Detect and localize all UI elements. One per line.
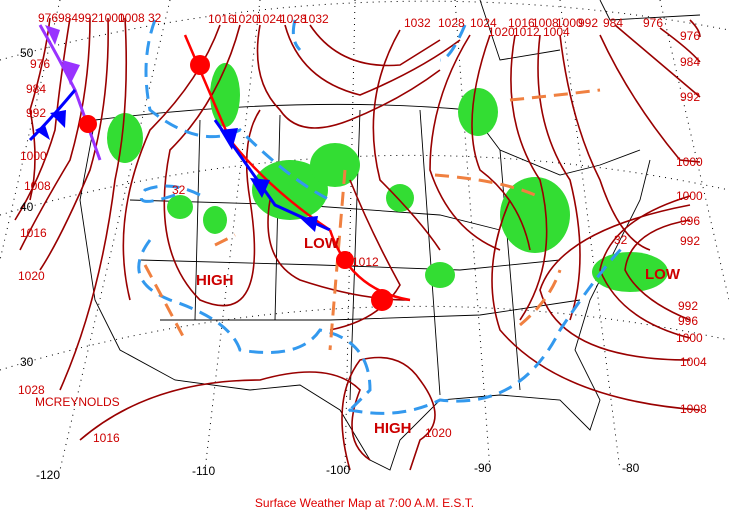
isobar-label: 984 [603,16,623,30]
latitude-label: 30 [20,355,34,369]
occluded-front [38,24,102,161]
high-pressure-label: HIGH [196,272,234,289]
isobar-label: 984 [58,11,78,25]
isobar-label: 1000 [98,11,125,25]
isobar-label: 1024 [470,16,497,30]
longitude-label: -80 [622,461,640,475]
isobar-label: 984 [680,55,700,69]
isobar-label: 1008 [680,402,707,416]
isobar-label: 1032 [404,16,431,30]
map-title: Surface Weather Map at 7:00 A.M. E.S.T. [254,496,475,510]
isobar-label: 1032 [302,12,329,26]
coordinate-labels: 50 40 30 -120 -110 -100 -90 -80 MCREYNOL… [20,46,640,482]
isobar-label: 1020 [232,12,259,26]
isobar-label: 1028 [18,383,45,397]
isobar-label: 1020 [18,269,45,283]
isobar-label: 992 [578,16,598,30]
isobar-label: 1012 [513,25,540,39]
isobar-label: 1000 [556,16,583,30]
longitude-label: -90 [474,461,492,475]
fronts [28,24,411,311]
isobar-label: 1008 [24,179,51,193]
station-label: MCREYNOLDS [35,395,120,409]
longitude-label: -120 [36,468,60,482]
pressure-centers: LOW HIGH HIGH LOW [196,235,681,437]
isobar-label: 976 [30,57,50,71]
longitude-label: -110 [192,464,215,478]
isobar-label: 1000 [20,149,47,163]
isobar-label: 992 [78,11,98,25]
cold-front-west [28,89,77,142]
low-pressure-label: LOW [645,266,681,283]
freezing-label: 32 [614,233,628,247]
precipitation-areas [107,63,668,292]
isobar-label: 984 [26,82,46,96]
isobar-label: 1000 [676,155,703,169]
isobar-label: 976 [643,16,663,30]
isobar-label: 1016 [208,12,235,26]
latitude-label: 40 [20,200,34,214]
isobar-label: 1008 [532,16,559,30]
occluded-front-symbol [45,25,80,85]
isobar-label: 996 [680,214,700,228]
high-pressure-label: HIGH [374,420,412,437]
isobar-label: 976 [680,29,700,43]
freezing-label: 32 [172,183,186,197]
isobar-label: 1008 [118,11,145,25]
isobar-label: 1000 [676,189,703,203]
latitude-label: 50 [20,46,34,60]
political-borders [79,0,701,471]
isobar-label: 1016 [508,16,535,30]
graticule [0,0,729,471]
warm-front-south [328,229,411,302]
freezing-line [137,19,627,415]
isobar-label: 1020 [425,426,452,440]
isobar-label: 1024 [256,12,283,26]
isobar-label: 992 [26,106,46,120]
isobar-label: 1020 [488,25,515,39]
isobar-label: 1012 [352,255,379,269]
isobar-label: 1004 [680,355,707,369]
isobar-label: 992 [680,234,700,248]
isobar-label: 992 [678,299,698,313]
isobar-label: 32 [148,11,162,25]
low-pressure-label: LOW [304,235,340,252]
isobar-label: 1028 [438,16,465,30]
isobar-label: 1000 [676,331,703,345]
isobar-label: 996 [678,314,698,328]
longitude-label: -100 [326,463,350,477]
isobar-label: 1028 [280,12,307,26]
isobar-label: 992 [680,90,700,104]
isobar-label: 1016 [20,226,47,240]
isobar-label: 1004 [543,25,570,39]
isobar-label: 976 [38,11,58,25]
isobar-label: 1016 [93,431,120,445]
isobar-labels: 976 984 992 1000 1008 32 976 984 992 100… [18,11,707,445]
